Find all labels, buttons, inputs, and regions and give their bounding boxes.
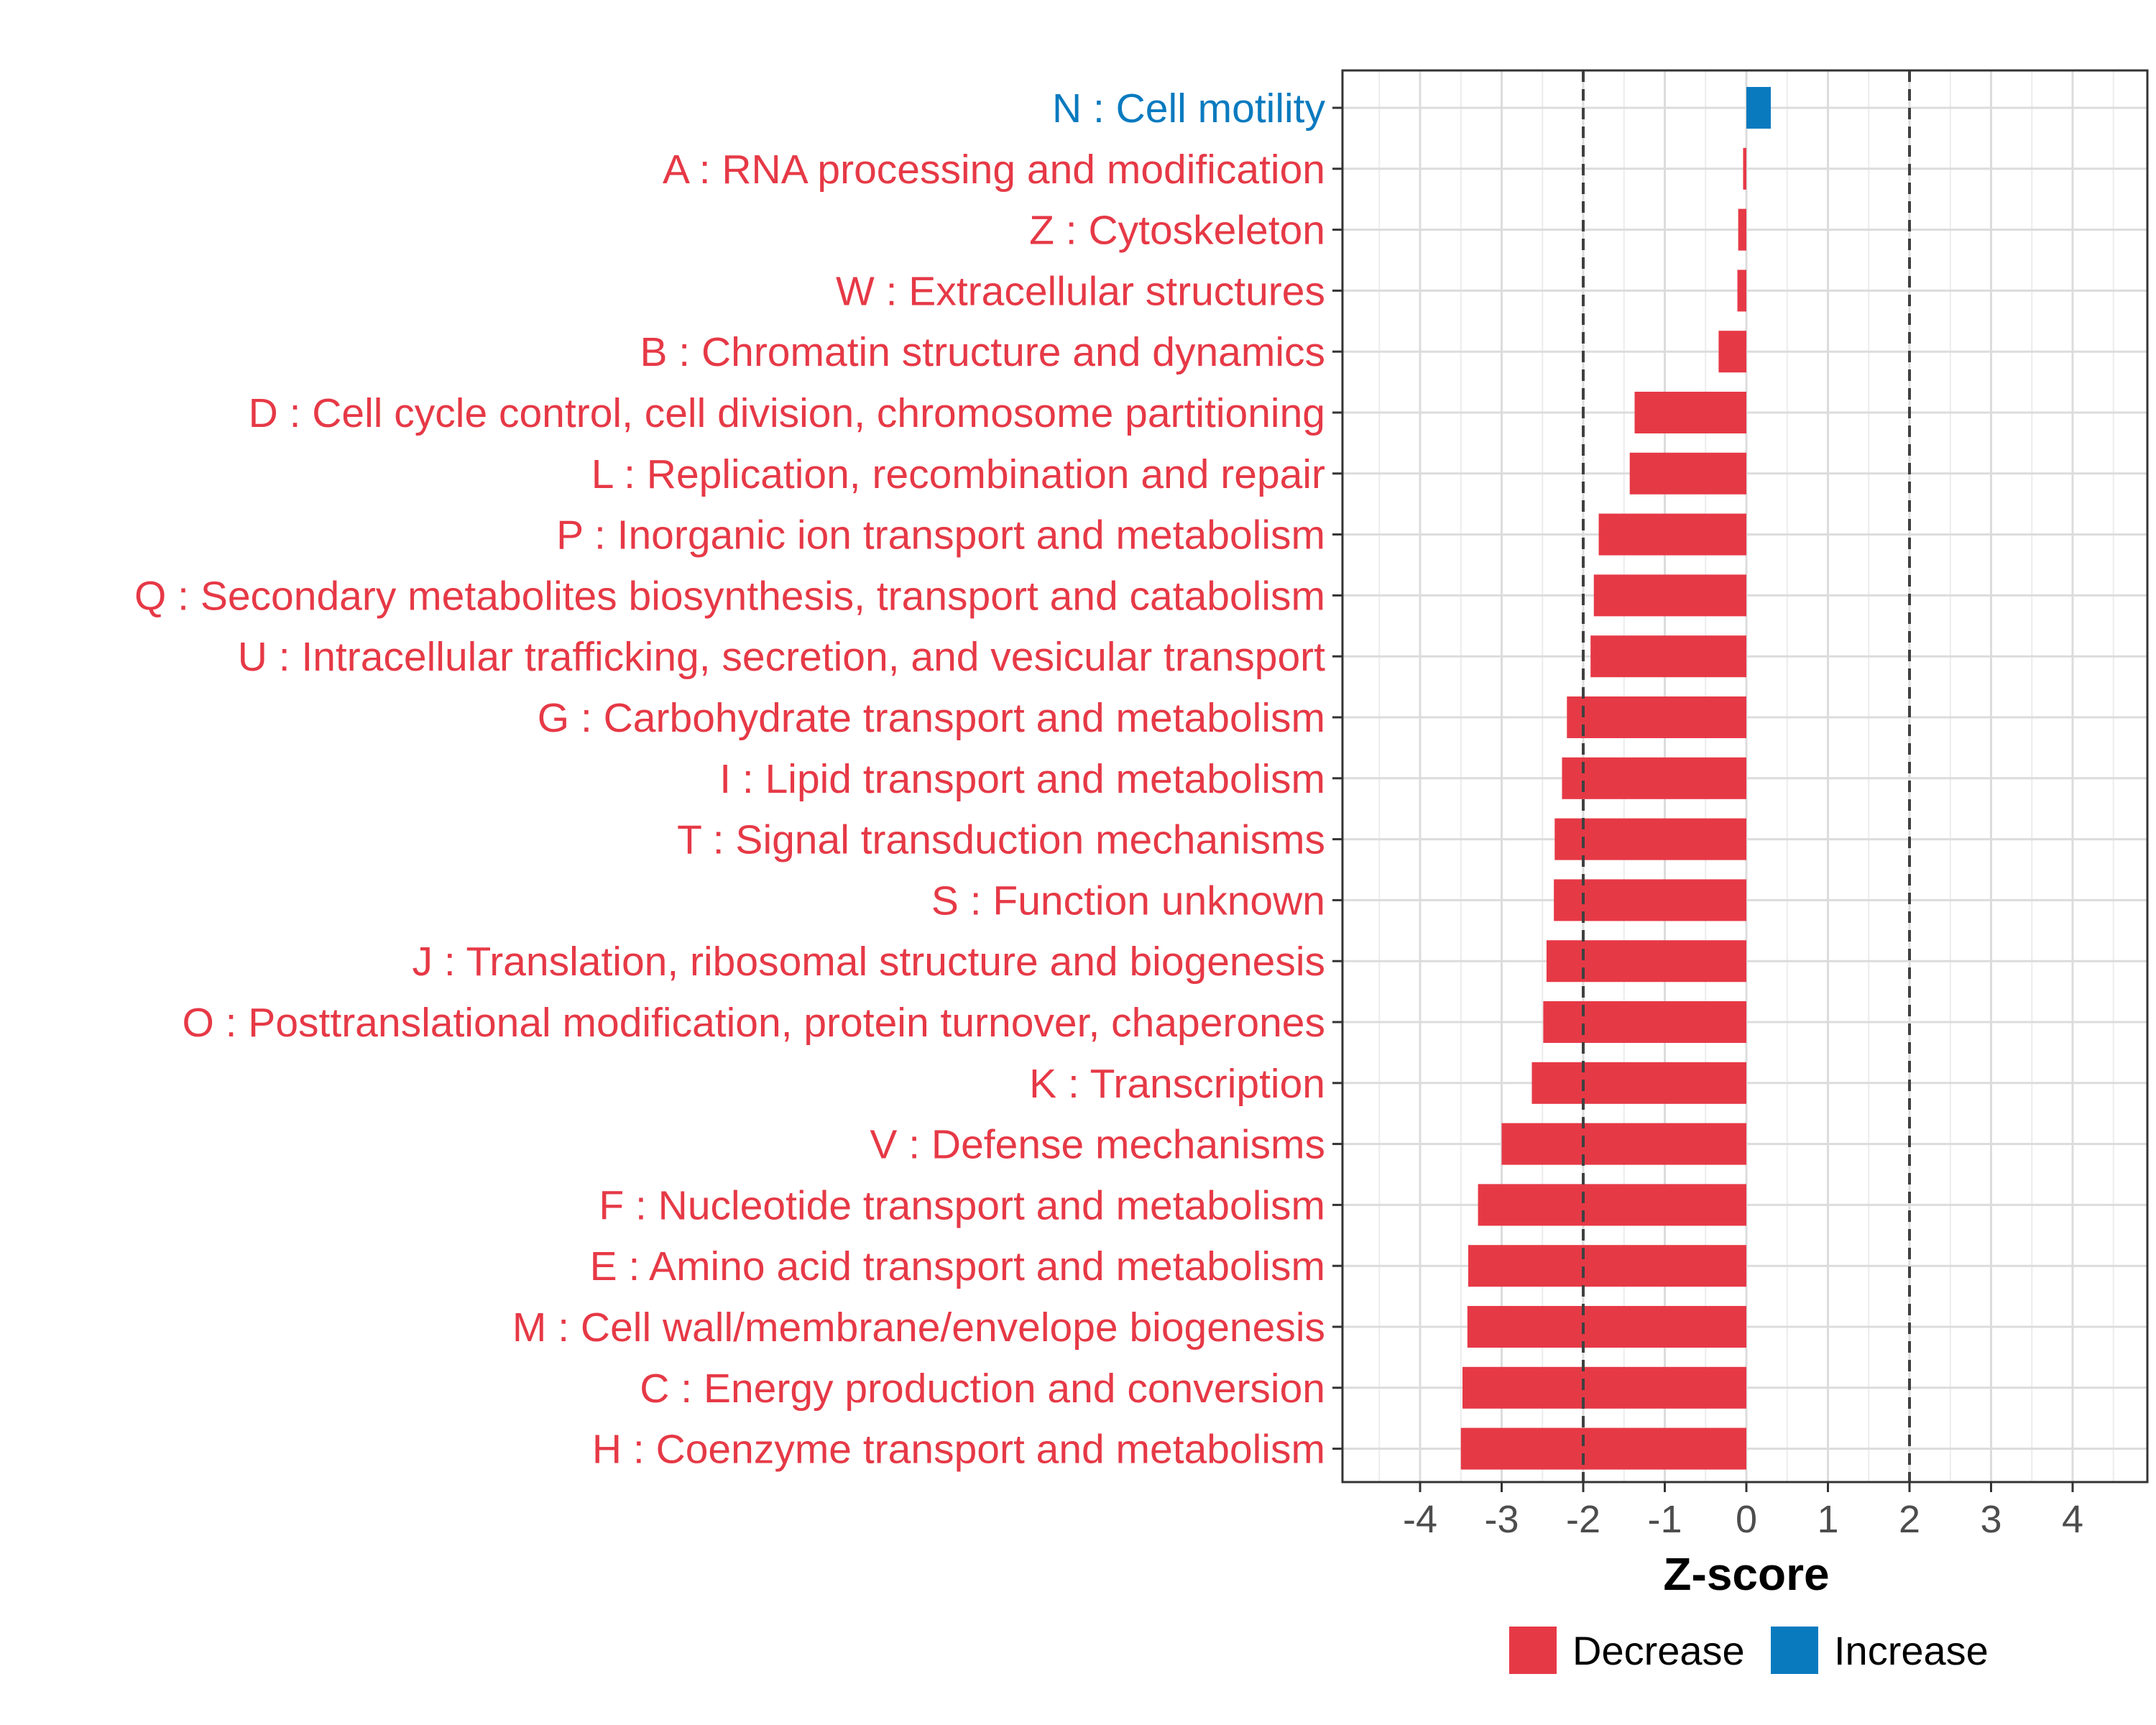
x-tick-label: -4	[1403, 1498, 1437, 1541]
category-label: K : Transcription	[1029, 1061, 1325, 1107]
category-label: P : Inorganic ion transport and metaboli…	[556, 512, 1325, 558]
category-label: J : Translation, ribosomal structure and…	[413, 939, 1325, 985]
category-label: L : Replication, recombination and repai…	[591, 451, 1325, 497]
bar	[1634, 392, 1746, 433]
bar	[1462, 1366, 1746, 1409]
x-tick-label: -3	[1484, 1498, 1519, 1541]
x-tick-label: 4	[2062, 1498, 2083, 1541]
bar	[1478, 1184, 1746, 1226]
x-tick-label: -1	[1647, 1498, 1682, 1541]
category-label: A : RNA processing and modification	[663, 147, 1325, 193]
bar	[1629, 452, 1746, 494]
bar	[1531, 1062, 1746, 1104]
plot-border	[1341, 69, 2149, 1484]
bar	[1567, 696, 1746, 738]
category-labels: N : Cell motility A : RNA processing and …	[134, 86, 1342, 1473]
bar	[1593, 574, 1746, 617]
category-label: C : Energy production and conversion	[640, 1366, 1325, 1412]
bar	[1546, 940, 1746, 983]
bar	[1718, 331, 1746, 373]
category-label: H : Coenzyme transport and metabolism	[592, 1427, 1325, 1473]
legend-swatch-increase	[1771, 1627, 1818, 1674]
category-label: V : Defense mechanisms	[870, 1122, 1325, 1168]
category-label: Q : Secondary metabolites biosynthesis, …	[134, 573, 1325, 619]
x-axis: -4 -3 -2 -1 0 1 2 3 4	[1403, 1482, 2083, 1541]
bar	[1460, 1427, 1746, 1470]
category-label: I : Lipid transport and metabolism	[719, 756, 1325, 802]
category-label: U : Intracellular trafficking, secretion…	[238, 634, 1325, 680]
bar	[1590, 635, 1746, 678]
bar	[1598, 513, 1746, 556]
category-label: O : Posttranslational modification, prot…	[182, 1000, 1325, 1046]
category-label: Z : Cytoskeleton	[1029, 208, 1325, 254]
bar	[1468, 1245, 1746, 1287]
bar	[1738, 208, 1746, 251]
x-tick-label: 1	[1817, 1498, 1838, 1541]
bar	[1562, 757, 1746, 799]
bar	[1743, 147, 1746, 190]
x-tick-label: -2	[1566, 1498, 1600, 1541]
x-tick-label: 3	[1980, 1498, 2001, 1541]
bar	[1554, 818, 1746, 860]
x-tick-label: 0	[1736, 1498, 1757, 1541]
category-label: M : Cell wall/membrane/envelope biogenes…	[512, 1305, 1325, 1351]
bars	[1460, 87, 1772, 1470]
bar	[1737, 270, 1746, 312]
bar	[1467, 1306, 1746, 1348]
category-label: F : Nucleotide transport and metabolism	[599, 1182, 1325, 1228]
category-label: W : Extracellular structures	[836, 268, 1325, 314]
bar	[1501, 1123, 1746, 1165]
plot-frame	[1341, 69, 2149, 1484]
reference-lines	[1582, 70, 1911, 1482]
x-axis-title: Z-score	[1663, 1548, 1829, 1600]
legend: Decrease Increase	[1509, 1627, 1989, 1674]
legend-label-increase: Increase	[1834, 1628, 1989, 1673]
category-label: T : Signal transduction mechanisms	[677, 817, 1325, 863]
category-label: S : Function unknown	[931, 878, 1325, 924]
bar	[1554, 879, 1746, 921]
category-label: B : Chromatin structure and dynamics	[640, 329, 1325, 375]
category-label: N : Cell motility	[1052, 86, 1326, 132]
x-tick-label: 2	[1899, 1498, 1920, 1541]
category-label: G : Carbohydrate transport and metabolis…	[538, 695, 1325, 741]
legend-label-decrease: Decrease	[1572, 1628, 1745, 1673]
category-label: E : Amino acid transport and metabolism	[590, 1243, 1325, 1289]
bar	[1746, 87, 1772, 129]
legend-swatch-decrease	[1509, 1627, 1557, 1674]
bar	[1543, 1001, 1746, 1043]
category-label: D : Cell cycle control, cell division, c…	[249, 390, 1325, 436]
